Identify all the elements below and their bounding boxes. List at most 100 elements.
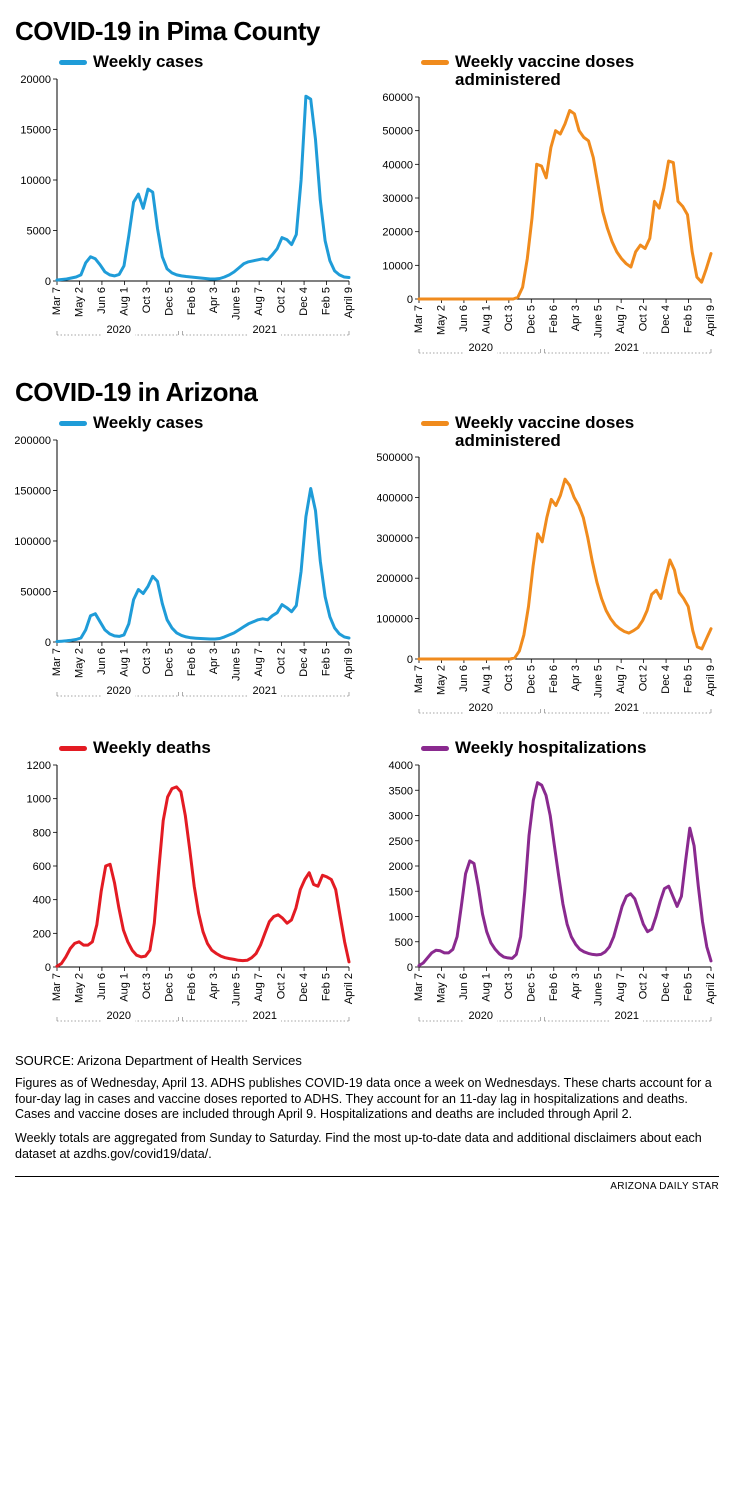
svg-text:0: 0 — [407, 654, 413, 666]
svg-text:100000: 100000 — [15, 536, 51, 548]
legend-pima-vaccine: Weekly vaccine doses administered — [421, 53, 719, 89]
svg-text:20000: 20000 — [382, 226, 413, 238]
svg-text:Aug 1: Aug 1 — [480, 665, 492, 694]
svg-text:May 2: May 2 — [435, 305, 447, 335]
svg-az-cases: 050000100000150000200000Mar 7May 2Jun 6A… — [15, 432, 355, 712]
legend-az-cases: Weekly cases — [59, 414, 357, 432]
svg-text:500: 500 — [395, 937, 413, 949]
svg-text:June 5: June 5 — [231, 648, 243, 681]
svg-text:Feb 5: Feb 5 — [321, 287, 333, 315]
legend-swatch-vaccine — [421, 421, 449, 426]
svg-text:10000: 10000 — [20, 175, 51, 187]
svg-text:May 2: May 2 — [435, 973, 447, 1003]
svg-text:1000: 1000 — [389, 912, 413, 924]
svg-text:Mar 7: Mar 7 — [51, 287, 63, 315]
svg-text:1500: 1500 — [389, 886, 413, 898]
legend-az-vaccine: Weekly vaccine doses administered — [421, 414, 719, 450]
legend-label: Weekly deaths — [93, 739, 211, 757]
chart-az-deaths: Weekly deaths 020040060080010001200Mar 7… — [15, 737, 357, 1037]
svg-text:500000: 500000 — [377, 452, 413, 464]
svg-text:15000: 15000 — [20, 124, 51, 136]
legend-az-hosp: Weekly hospitalizations — [421, 739, 719, 757]
svg-text:100000: 100000 — [377, 614, 413, 626]
svg-text:Oct 2: Oct 2 — [276, 648, 288, 674]
svg-text:2020: 2020 — [107, 324, 131, 336]
svg-text:Feb 6: Feb 6 — [186, 287, 198, 315]
legend-swatch-vaccine — [421, 60, 449, 65]
svg-text:June 5: June 5 — [231, 973, 243, 1006]
svg-text:June 5: June 5 — [593, 305, 605, 338]
svg-text:1200: 1200 — [27, 760, 51, 772]
svg-text:4000: 4000 — [389, 760, 413, 772]
svg-text:800: 800 — [33, 828, 51, 840]
svg-text:Oct 2: Oct 2 — [638, 305, 650, 331]
az-row-2: Weekly deaths 020040060080010001200Mar 7… — [15, 737, 719, 1037]
svg-text:1000: 1000 — [27, 794, 51, 806]
svg-text:Aug 7: Aug 7 — [615, 665, 627, 694]
svg-text:Jun 6: Jun 6 — [458, 665, 470, 692]
svg-text:Apr 3: Apr 3 — [570, 665, 582, 691]
svg-text:Aug 7: Aug 7 — [253, 648, 265, 677]
legend-label: Weekly vaccine doses administered — [455, 53, 719, 89]
svg-text:2021: 2021 — [615, 342, 639, 354]
svg-text:Feb 6: Feb 6 — [186, 648, 198, 676]
svg-text:200000: 200000 — [377, 574, 413, 586]
svg-text:Mar 7: Mar 7 — [413, 973, 425, 1001]
svg-text:400000: 400000 — [377, 493, 413, 505]
svg-text:Feb 6: Feb 6 — [548, 973, 560, 1001]
svg-text:2021: 2021 — [615, 702, 639, 714]
svg-text:April 9: April 9 — [343, 648, 355, 679]
svg-text:Dec 4: Dec 4 — [660, 305, 672, 334]
legend-swatch-hosp — [421, 746, 449, 751]
svg-text:Feb 5: Feb 5 — [683, 973, 695, 1001]
svg-text:Dec 5: Dec 5 — [163, 287, 175, 316]
svg-text:Aug 1: Aug 1 — [480, 305, 492, 334]
svg-text:2020: 2020 — [469, 1010, 493, 1022]
svg-text:Dec 4: Dec 4 — [660, 665, 672, 694]
svg-text:Feb 6: Feb 6 — [548, 665, 560, 693]
svg-pima-cases: 05000100001500020000Mar 7May 2Jun 6Aug 1… — [15, 71, 355, 351]
legend-swatch-cases — [59, 60, 87, 65]
svg-text:300000: 300000 — [377, 533, 413, 545]
svg-text:Dec 5: Dec 5 — [525, 665, 537, 694]
svg-text:May 2: May 2 — [73, 648, 85, 678]
svg-text:Jun 6: Jun 6 — [96, 287, 108, 314]
svg-text:Dec 4: Dec 4 — [660, 973, 672, 1002]
svg-text:Feb 5: Feb 5 — [683, 305, 695, 333]
svg-text:Feb 5: Feb 5 — [321, 648, 333, 676]
legend-az-deaths: Weekly deaths — [59, 739, 357, 757]
svg-az-deaths: 020040060080010001200Mar 7May 2Jun 6Aug … — [15, 757, 355, 1037]
svg-text:Mar 7: Mar 7 — [413, 665, 425, 693]
svg-text:0: 0 — [407, 294, 413, 306]
svg-text:Dec 5: Dec 5 — [525, 305, 537, 334]
svg-text:2000: 2000 — [389, 861, 413, 873]
svg-text:20000: 20000 — [20, 74, 51, 86]
svg-text:May 2: May 2 — [73, 287, 85, 317]
svg-text:May 2: May 2 — [435, 665, 447, 695]
svg-text:Apr 3: Apr 3 — [208, 648, 220, 674]
svg-text:Mar 7: Mar 7 — [51, 973, 63, 1001]
svg-text:3500: 3500 — [389, 785, 413, 797]
svg-text:Apr 3: Apr 3 — [208, 973, 220, 999]
svg-text:Oct 3: Oct 3 — [141, 973, 153, 999]
legend-swatch-cases — [59, 421, 87, 426]
svg-text:50000: 50000 — [382, 125, 413, 137]
svg-text:60000: 60000 — [382, 92, 413, 104]
svg-text:2020: 2020 — [107, 1010, 131, 1022]
source-line: SOURCE: Arizona Department of Health Ser… — [15, 1053, 719, 1068]
legend-pima-cases: Weekly cases — [59, 53, 357, 71]
svg-text:10000: 10000 — [382, 260, 413, 272]
svg-text:150000: 150000 — [15, 485, 51, 497]
legend-label: Weekly vaccine doses administered — [455, 414, 719, 450]
svg-text:Jun 6: Jun 6 — [96, 648, 108, 675]
svg-text:Feb 6: Feb 6 — [548, 305, 560, 333]
svg-az-hosp: 05001000150020002500300035004000Mar 7May… — [377, 757, 717, 1037]
chart-pima-vaccine: Weekly vaccine doses administered 0 10000… — [377, 51, 719, 369]
svg-text:0: 0 — [407, 962, 413, 974]
svg-text:Feb 6: Feb 6 — [186, 973, 198, 1001]
chart-pima-cases: Weekly cases 05000100001500020000Mar 7Ma… — [15, 51, 357, 369]
svg-text:5000: 5000 — [27, 225, 51, 237]
legend-label: Weekly cases — [93, 414, 203, 432]
svg-text:2021: 2021 — [253, 1010, 277, 1022]
az-row-1: Weekly cases 050000100000150000200000Mar… — [15, 412, 719, 730]
